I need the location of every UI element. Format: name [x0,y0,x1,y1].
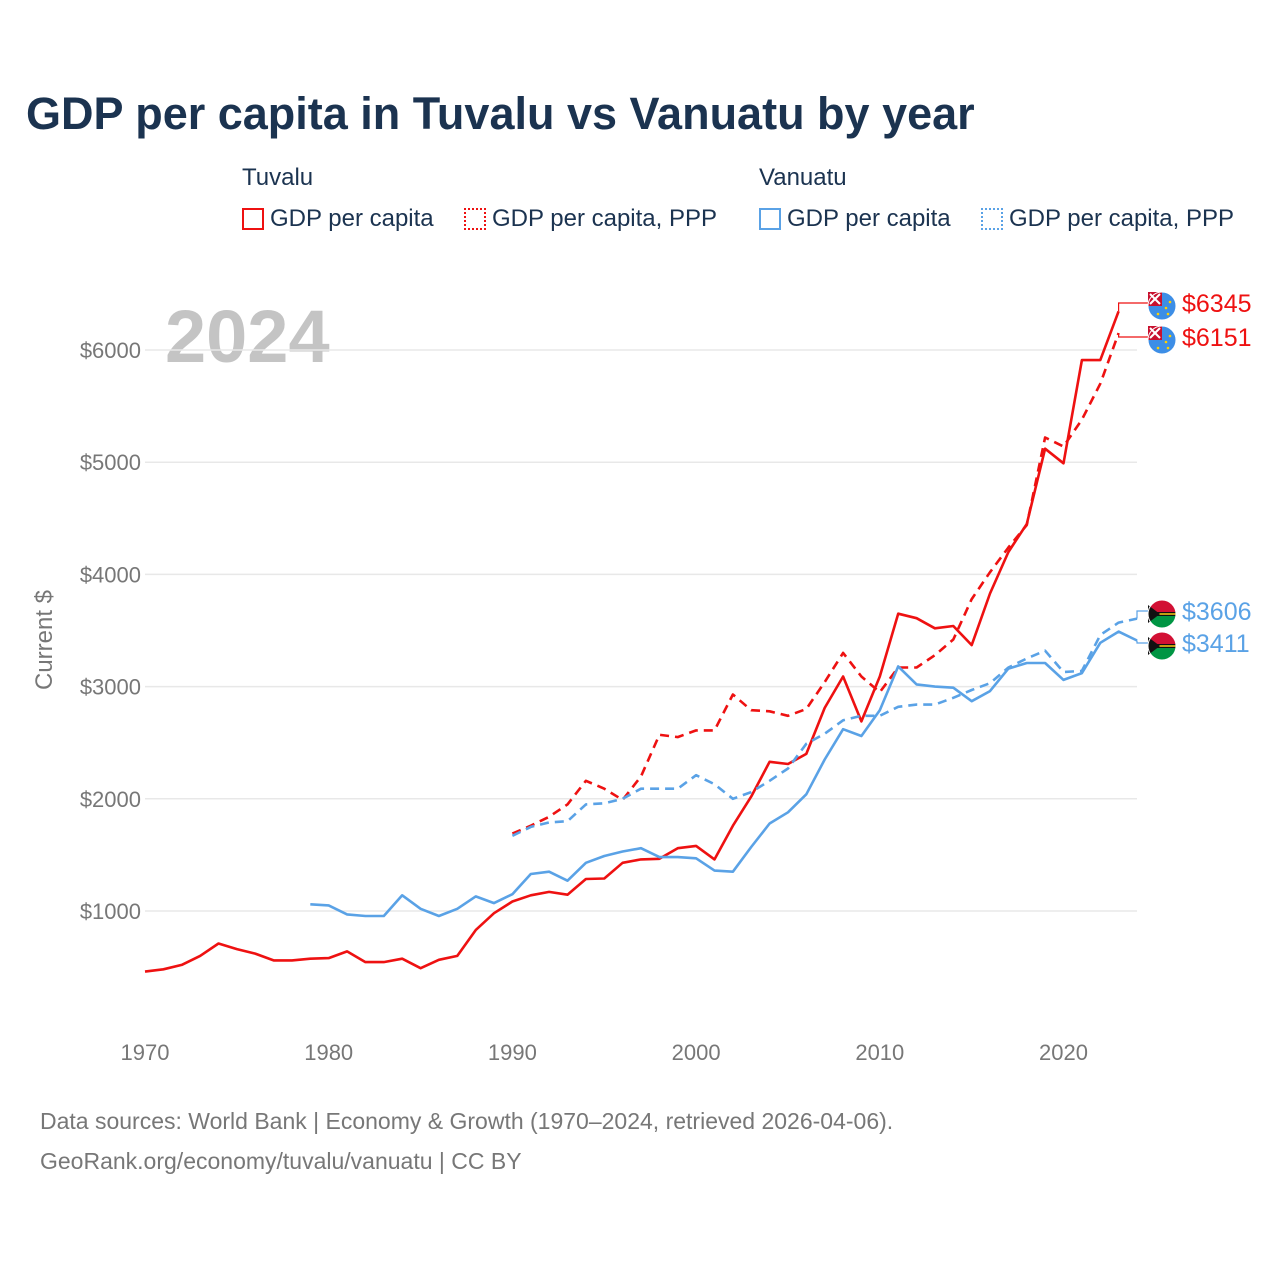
leader-line [1136,610,1152,619]
y-axis-label: Current $ [31,590,58,690]
y-tick-label: $6000 [80,338,141,363]
legend-vanuatu-gdp-ppp[interactable]: GDP per capita, PPP [981,205,1234,233]
y-tick-label: $4000 [80,562,141,587]
legend-swatch-solid-blue [759,208,781,230]
flag-tuvalu-star [1156,346,1160,350]
flag-vanuatu-rim [1147,631,1177,661]
flag-tuvalu-star [1164,340,1168,344]
x-tick-label: 1970 [121,1040,170,1065]
x-tick-label: 2000 [672,1040,721,1065]
flag-tuvalu-saltire [1149,293,1161,305]
end-value-label: $6151 [1182,324,1252,352]
y-tick-label: $5000 [80,450,141,475]
x-tick-label: 2020 [1039,1040,1088,1065]
series-line-tuvalu-ppp[interactable] [511,332,1120,835]
legend-swatch-solid-red [242,208,264,230]
flag-tuvalu-star [1168,334,1172,338]
legend-label: GDP per capita, PPP [1009,205,1234,232]
end-value-label: $3411 [1182,630,1250,658]
flag-tuvalu-rim [1147,325,1177,355]
end-value-label: $3606 [1182,598,1252,626]
footer-sources: Data sources: World Bank | Economy & Gro… [40,1108,894,1134]
x-tick-label: 2010 [855,1040,904,1065]
y-tick-label: $1000 [80,899,141,924]
flag-tuvalu-star [1164,306,1168,310]
flag-vanuatu-triangle [1148,605,1160,623]
legend-label: GDP per capita [270,205,434,232]
legend-label: GDP per capita [787,205,951,232]
y-tick-label: $2000 [80,787,141,812]
legend-vanuatu-gdp[interactable]: GDP per capita [759,205,951,233]
end-label-group: $3411 [1136,630,1250,661]
flag-vanuatu-triangle [1148,637,1160,655]
flag-tuvalu-rim [1147,291,1177,321]
flag-tuvalu-star [1156,312,1160,316]
leader-line [1136,640,1152,644]
y-tick-label: $3000 [80,675,141,700]
legend-group-tuvalu: Tuvalu [242,164,314,191]
end-label-group: $6345 [1117,290,1252,321]
series-line-vanuatu[interactable] [310,630,1138,918]
flag-tuvalu-star [1166,346,1170,350]
chart-svg: 2024 $1000 $2000 $3000 $4000 $5000 $6000 1970 1… [31,290,1252,1065]
end-label-group: $3606 [1136,598,1252,629]
flag-tuvalu-star [1166,312,1170,316]
series-line-vanuatu-ppp[interactable] [511,617,1138,837]
x-tick-label: 1980 [304,1040,353,1065]
leader-line [1117,333,1152,338]
legend-swatch-dotted-red [464,208,486,230]
legend-swatch-dotted-blue [981,208,1003,230]
chart-title: GDP per capita in Tuvalu vs Vanuatu by y… [26,88,975,139]
flag-vanuatu-rim [1147,599,1177,629]
flag-tuvalu-star [1168,300,1172,304]
end-value-label: $6345 [1182,290,1252,318]
footer-credit: GeoRank.org/economy/tuvalu/vanuatu | CC … [40,1148,522,1174]
legend-tuvalu-gdp[interactable]: GDP per capita [242,205,434,233]
legend-tuvalu-gdp-ppp[interactable]: GDP per capita, PPP [464,205,717,233]
series-line-tuvalu[interactable] [144,310,1120,973]
legend-group-vanuatu: Vanuatu [759,164,847,191]
end-label-group: $6151 [1117,324,1252,355]
year-watermark: 2024 [165,295,330,378]
flag-tuvalu-saltire [1149,327,1161,339]
legend-label: GDP per capita, PPP [492,205,717,232]
leader-line [1117,302,1152,312]
x-tick-label: 1990 [488,1040,537,1065]
